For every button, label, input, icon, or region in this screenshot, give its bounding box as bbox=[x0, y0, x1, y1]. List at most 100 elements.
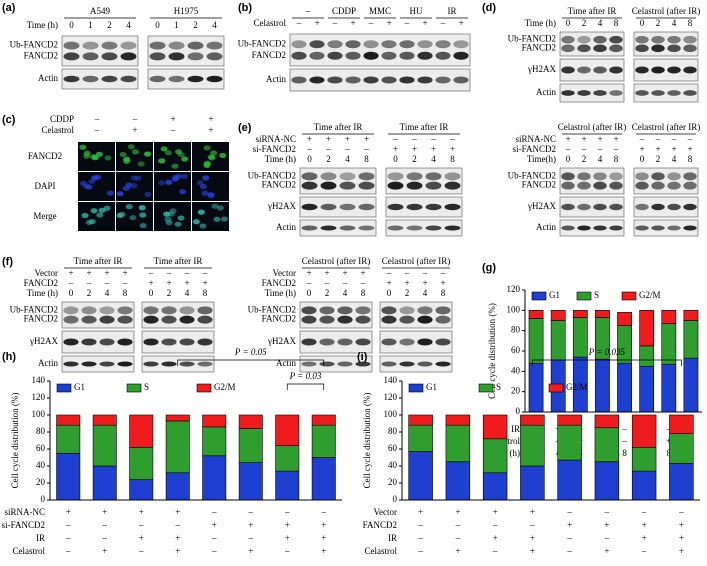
condition-value: + bbox=[565, 134, 570, 144]
band bbox=[667, 35, 681, 44]
band bbox=[63, 361, 79, 367]
condition-value: + bbox=[493, 507, 498, 517]
nucleus bbox=[88, 178, 96, 184]
group-header: H1975 bbox=[174, 6, 199, 16]
legend-swatch bbox=[56, 383, 72, 393]
band bbox=[435, 40, 451, 49]
y-tick-label: 120 bbox=[384, 392, 398, 402]
band bbox=[635, 203, 649, 211]
condition-value: 2 bbox=[582, 18, 587, 28]
condition-value: + bbox=[68, 268, 73, 278]
nucleus bbox=[106, 190, 114, 196]
bar-segment bbox=[594, 427, 620, 463]
condition-name: Celastrol bbox=[365, 546, 398, 556]
y-tick-label: 100 bbox=[384, 409, 398, 419]
band bbox=[435, 338, 451, 346]
band bbox=[417, 361, 433, 367]
band bbox=[337, 338, 353, 346]
bar-segment bbox=[238, 414, 263, 429]
band bbox=[635, 225, 649, 231]
bar-segment bbox=[92, 424, 117, 467]
band-label: Ub-FANCD2 bbox=[508, 34, 556, 44]
band bbox=[425, 181, 442, 190]
nucleus bbox=[96, 212, 104, 218]
band bbox=[345, 76, 361, 84]
bar-segment bbox=[631, 414, 657, 448]
condition-value: – bbox=[284, 546, 290, 556]
condition-value: + bbox=[440, 278, 445, 288]
bar-segment bbox=[408, 424, 433, 452]
band bbox=[651, 44, 665, 53]
legend-swatch bbox=[576, 291, 592, 301]
bar-segment bbox=[528, 362, 544, 413]
nucleus bbox=[177, 215, 185, 221]
condition-value: – bbox=[386, 268, 392, 278]
nucleus bbox=[216, 205, 224, 211]
nucleus bbox=[164, 216, 172, 222]
nucleus bbox=[125, 182, 133, 188]
bar-segment bbox=[683, 357, 699, 413]
blot bbox=[299, 167, 377, 195]
condition-name: siRNA-NC bbox=[255, 134, 296, 144]
condition-name: si-FANCD2 bbox=[2, 520, 45, 530]
band bbox=[399, 40, 415, 49]
band bbox=[399, 306, 415, 315]
legend-swatch bbox=[196, 383, 212, 393]
condition-value: – bbox=[342, 278, 348, 288]
band bbox=[561, 35, 575, 44]
band-label: Actin bbox=[536, 222, 556, 232]
condition-value: + bbox=[386, 278, 391, 288]
band bbox=[609, 66, 623, 74]
band bbox=[651, 66, 665, 74]
condition-value: 4 bbox=[431, 154, 436, 164]
condition-value: 0 bbox=[307, 154, 312, 164]
condition-value: 8 bbox=[614, 154, 619, 164]
band bbox=[337, 315, 353, 324]
band bbox=[667, 203, 681, 211]
condition-name: si-FANCD2 bbox=[513, 144, 556, 154]
band bbox=[435, 361, 451, 367]
band bbox=[381, 315, 397, 324]
condition-value: + bbox=[642, 520, 647, 530]
band bbox=[406, 225, 423, 231]
bar-segment bbox=[557, 424, 582, 461]
band bbox=[593, 181, 607, 190]
condition-name: FANCD2 bbox=[24, 278, 58, 288]
legend-label: G2/M bbox=[566, 382, 588, 392]
y-tick-label: 80 bbox=[388, 426, 398, 436]
legend-swatch bbox=[408, 383, 424, 393]
band bbox=[667, 181, 681, 190]
band bbox=[355, 315, 371, 324]
bar-segment bbox=[482, 472, 508, 501]
nucleus bbox=[158, 158, 166, 164]
condition-value: – bbox=[613, 144, 619, 154]
blot bbox=[385, 196, 463, 218]
legend-swatch bbox=[478, 383, 494, 393]
band bbox=[387, 225, 404, 231]
y-tick-label: 40 bbox=[36, 460, 46, 470]
band bbox=[406, 203, 423, 211]
bar-segment bbox=[129, 446, 154, 480]
nucleus bbox=[137, 161, 145, 167]
condition-value: + bbox=[139, 507, 144, 517]
band bbox=[363, 76, 379, 84]
nucleus bbox=[123, 156, 131, 162]
y-tick-label: 80 bbox=[36, 426, 46, 436]
nucleus bbox=[95, 151, 103, 157]
legend-label: G1 bbox=[549, 290, 560, 300]
condition-value: – bbox=[529, 520, 535, 530]
band bbox=[301, 181, 318, 190]
condition-value: – bbox=[492, 520, 498, 530]
band bbox=[117, 338, 133, 346]
nucleus bbox=[199, 223, 207, 229]
band bbox=[387, 203, 404, 211]
condition-value: 0 bbox=[155, 20, 160, 30]
y-tick-label: 80 bbox=[511, 325, 521, 335]
panel-label: (d) bbox=[482, 2, 496, 14]
condition-value: 0 bbox=[566, 18, 571, 28]
band bbox=[609, 90, 623, 96]
condition-value: – bbox=[122, 278, 128, 288]
legend-swatch bbox=[548, 383, 564, 393]
nucleus bbox=[129, 214, 137, 221]
band bbox=[117, 315, 133, 324]
